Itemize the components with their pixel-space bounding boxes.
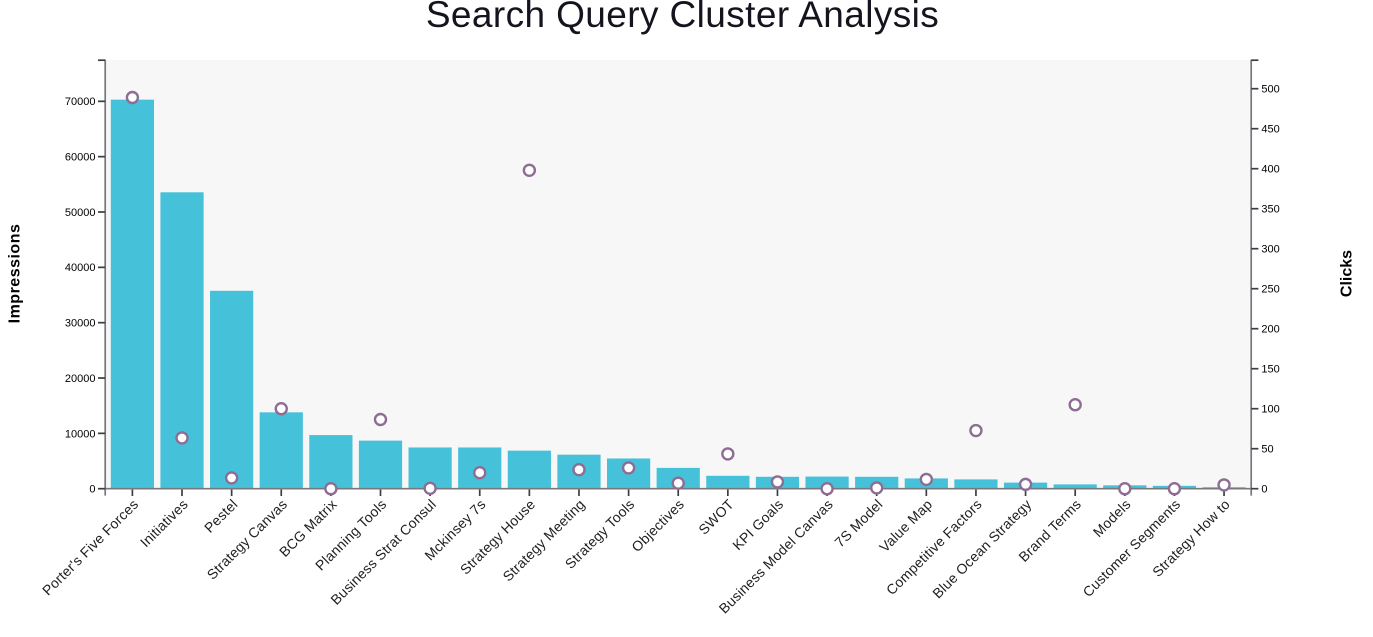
svg-text:300: 300: [1261, 244, 1279, 256]
svg-text:350: 350: [1261, 204, 1279, 216]
svg-text:0: 0: [89, 484, 95, 496]
svg-text:250: 250: [1261, 284, 1279, 296]
svg-text:200: 200: [1261, 324, 1279, 336]
svg-text:Clicks: Clicks: [1339, 250, 1356, 297]
svg-text:40000: 40000: [65, 262, 96, 274]
svg-text:Models: Models: [1090, 496, 1134, 540]
svg-text:Pestel: Pestel: [201, 496, 241, 536]
svg-text:0: 0: [1261, 484, 1267, 496]
svg-text:Search Query Cluster Analysis: Search Query Cluster Analysis: [426, 0, 939, 35]
svg-text:50000: 50000: [65, 207, 96, 219]
svg-text:Impressions: Impressions: [7, 224, 24, 324]
svg-text:Initiatives: Initiatives: [137, 496, 191, 550]
svg-text:Blue Ocean Strategy: Blue Ocean Strategy: [929, 496, 1034, 601]
svg-text:Competitive Factors: Competitive Factors: [883, 496, 985, 598]
svg-text:60000: 60000: [65, 152, 96, 164]
svg-text:Customer Segments: Customer Segments: [1079, 496, 1183, 600]
svg-text:Objectives: Objectives: [628, 496, 687, 555]
svg-text:500: 500: [1261, 84, 1279, 96]
svg-text:Porter's Five Forces: Porter's Five Forces: [39, 496, 141, 598]
svg-text:450: 450: [1261, 124, 1279, 136]
svg-text:20000: 20000: [65, 373, 96, 385]
svg-text:30000: 30000: [65, 318, 96, 330]
svg-text:SWOT: SWOT: [695, 496, 737, 538]
svg-text:100: 100: [1261, 404, 1279, 416]
svg-text:150: 150: [1261, 364, 1279, 376]
svg-text:10000: 10000: [65, 428, 96, 440]
svg-text:50: 50: [1261, 444, 1273, 456]
svg-text:70000: 70000: [65, 96, 96, 108]
svg-text:400: 400: [1261, 164, 1279, 176]
